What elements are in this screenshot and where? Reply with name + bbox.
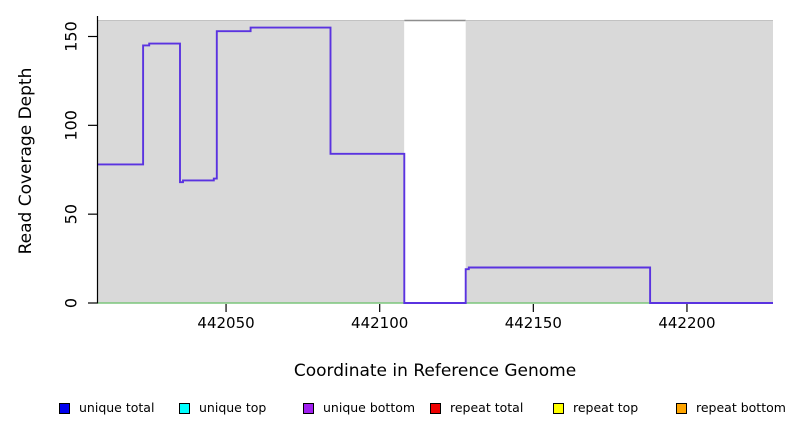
repeat-region — [404, 20, 466, 303]
legend-swatch-icon — [430, 402, 441, 414]
x-axis-title: Coordinate in Reference Genome — [293, 361, 577, 381]
legend-swatch-icon — [676, 402, 687, 414]
legend-label: repeat top — [573, 400, 639, 415]
legend: unique total unique top unique bottom repea… — [0, 399, 792, 421]
legend-label: repeat total — [450, 400, 524, 415]
x-tick-label: 442050 — [197, 314, 254, 332]
legend-swatch-icon — [179, 402, 190, 414]
y-axis-title: Read Coverage Depth — [16, 67, 36, 255]
y-tick-label: 0 — [62, 298, 81, 308]
y-tick-label: 100 — [62, 110, 81, 141]
legend-swatch-icon — [59, 402, 70, 414]
legend-label: unique total — [79, 400, 155, 415]
legend-item-repeat-total: repeat total — [430, 399, 523, 417]
coverage-step-line — [97, 26, 773, 304]
legend-swatch-icon — [553, 402, 564, 414]
y-tick-label: 150 — [62, 21, 81, 52]
x-tick-label: 442200 — [658, 314, 715, 332]
unique-region — [465, 20, 773, 303]
legend-item-repeat-top: repeat top — [553, 399, 638, 417]
legend-label: unique bottom — [323, 400, 416, 415]
legend-item-repeat-bottom: repeat bottom — [676, 399, 786, 417]
x-tick-label: 442100 — [351, 314, 408, 332]
y-tick-label: 50 — [62, 204, 81, 224]
legend-label: unique top — [199, 400, 267, 415]
x-tick-label: 442150 — [505, 314, 562, 332]
unique-region — [97, 20, 405, 303]
legend-item-unique-bottom: unique bottom — [303, 399, 415, 417]
legend-item-unique-top: unique top — [179, 399, 266, 417]
legend-label: repeat bottom — [696, 400, 786, 415]
legend-item-unique-total: unique total — [59, 399, 154, 417]
legend-swatch-icon — [303, 402, 314, 414]
